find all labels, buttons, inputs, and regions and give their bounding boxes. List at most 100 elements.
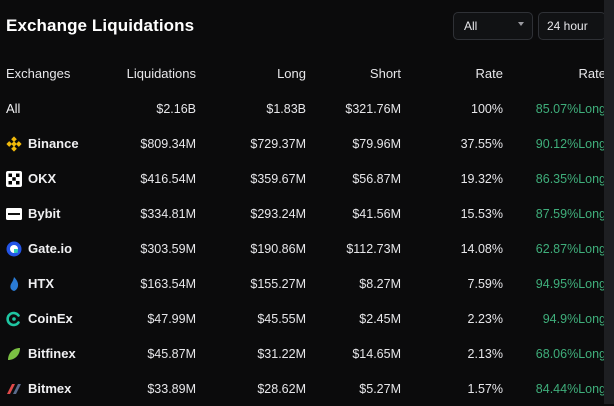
rate-cell: 2.13% (467, 346, 503, 361)
liquidations-cell: $163.54M (140, 276, 196, 291)
column-header-exchanges[interactable]: Exchanges (6, 66, 71, 81)
table-row[interactable]: Bitfinex $45.87M $31.22M $14.65M 2.13% 68.06%… (6, 336, 606, 371)
exchange-name: Bitfinex (6, 346, 116, 362)
column-header-short[interactable]: Short (369, 66, 401, 81)
rate-cell: 37.55% (460, 136, 503, 151)
long-rate-cell: 85.07%Long (535, 101, 606, 116)
exchange-name: Bybit (6, 206, 116, 222)
rate-cell: 14.08% (460, 241, 503, 256)
short-cell: $321.76M (345, 101, 401, 116)
binance-logo-icon (6, 135, 22, 152)
exchange-name: OKX (6, 170, 116, 187)
exchange-label: All (6, 101, 21, 116)
liquidations-cell: $2.16B (156, 101, 196, 116)
exchange-name-cell: Bybit (6, 196, 116, 231)
liquidations-cell: $47.99M (147, 311, 196, 326)
long-cell: $1.83B (266, 101, 306, 116)
rate-cell: 100% (471, 101, 503, 116)
rate-cell: 7.59% (467, 276, 503, 291)
exchange-name: All (6, 101, 116, 116)
long-cell: $31.22M (257, 346, 306, 361)
timeframe-value: 24 hour (547, 19, 588, 33)
liquidations-cell: $303.59M (140, 241, 196, 256)
liquidations-cell: $809.34M (140, 136, 196, 151)
long-rate-cell: 94.95%Long (535, 276, 606, 291)
chevron-down-icon (518, 22, 524, 26)
short-cell: $56.87M (352, 171, 401, 186)
liquidations-cell: $45.87M (147, 346, 196, 361)
exchange-name-cell: HTX (6, 266, 116, 301)
column-header-liquidations[interactable]: Liquidations (126, 66, 196, 81)
long-rate-cell: 62.87%Long (535, 241, 606, 256)
page-title: Exchange Liquidations (6, 16, 195, 35)
exchange-name: HTX (6, 276, 116, 292)
exchange-filter-value: All (464, 19, 478, 33)
rate-cell: 15.53% (460, 206, 503, 221)
long-cell: $729.37M (250, 136, 306, 151)
liquidations-table: Exchanges Liquidations Long Short Rate R… (6, 56, 606, 406)
exchange-label: CoinEx (28, 311, 73, 326)
gateio-logo-icon (6, 241, 22, 257)
exchange-label: Bybit (28, 206, 61, 221)
short-cell: $79.96M (352, 136, 401, 151)
column-header-long-rate[interactable]: Rate (578, 66, 606, 81)
table-row[interactable]: Bitmex $33.89M $28.62M $5.27M 1.57% 84.44%Lon… (6, 371, 606, 406)
table-row[interactable]: HTX $163.54M $155.27M $8.27M 7.59% 94.95%Long (6, 266, 606, 301)
scrollbar-track[interactable] (604, 0, 614, 404)
short-cell: $112.73M (346, 241, 401, 256)
rate-cell: 1.57% (467, 381, 503, 396)
short-cell: $5.27M (359, 381, 401, 396)
bitfinex-logo-icon (6, 346, 22, 362)
short-cell: $8.27M (359, 276, 401, 291)
exchange-name-cell: OKX (6, 161, 116, 196)
long-rate-cell: 87.59%Long (535, 206, 606, 221)
exchange-name: Binance (6, 135, 116, 152)
bybit-logo-icon (6, 206, 22, 222)
long-cell: $28.62M (257, 381, 306, 396)
liquidations-cell: $334.81M (140, 206, 196, 221)
exchange-name-cell: Bitfinex (6, 336, 116, 371)
htx-logo-icon (6, 276, 22, 292)
long-cell: $190.86M (250, 241, 306, 256)
table-header-row: Exchanges Liquidations Long Short Rate R… (6, 56, 606, 91)
table-row[interactable]: Binance $809.34M $729.37M $79.96M 37.55% 90.1… (6, 126, 606, 161)
exchange-name-cell: Binance (6, 126, 116, 161)
okx-logo-icon (6, 170, 22, 187)
exchange-name-cell: Gate.io (6, 231, 116, 266)
exchange-name: Bitmex (6, 381, 116, 397)
exchange-name: Gate.io (6, 241, 116, 257)
column-header-rate[interactable]: Rate (475, 66, 503, 81)
table-row[interactable]: OKX $416.54M $359.67M $56.87M 19.32% 86.35%Lo… (6, 161, 606, 196)
table-row[interactable]: Gate.io $303.59M $190.86M $112.73M 14.08% 62.… (6, 231, 606, 266)
short-cell: $41.56M (352, 206, 401, 221)
table-row[interactable]: CoinEx $47.99M $45.55M $2.45M 2.23% 94.9%Long (6, 301, 606, 336)
exchange-label: Bitfinex (28, 346, 76, 361)
long-cell: $359.67M (250, 171, 306, 186)
long-rate-cell: 86.35%Long (535, 171, 606, 186)
long-cell: $155.27M (250, 276, 306, 291)
rate-cell: 2.23% (467, 311, 503, 326)
long-rate-cell: 68.06%Long (535, 346, 606, 361)
long-cell: $293.24M (250, 206, 306, 221)
exchange-label: OKX (28, 171, 57, 186)
table-row[interactable]: Bybit $334.81M $293.24M $41.56M 15.53% 87.59%… (6, 196, 606, 231)
header: Exchange Liquidations All 24 hour (6, 12, 606, 42)
long-rate-cell: 84.44%Long (535, 381, 606, 396)
exchange-label: Binance (28, 136, 79, 151)
exchange-name-cell: CoinEx (6, 301, 116, 336)
exchange-filter-select[interactable]: All (453, 12, 533, 40)
bitmex-logo-icon (6, 381, 22, 397)
long-rate-cell: 90.12%Long (535, 136, 606, 151)
exchange-label: HTX (28, 276, 54, 291)
short-cell: $14.65M (352, 346, 401, 361)
timeframe-select[interactable]: 24 hour (538, 12, 606, 40)
long-cell: $45.55M (257, 311, 306, 326)
table-row[interactable]: All $2.16B $1.83B $321.76M 100% 85.07%Long (6, 91, 606, 126)
coinex-logo-icon (6, 311, 22, 327)
exchange-label: Gate.io (28, 241, 73, 256)
rate-cell: 19.32% (460, 171, 503, 186)
exchange-name: CoinEx (6, 311, 116, 327)
exchange-name-cell: Bitmex (6, 371, 116, 406)
liquidations-cell: $416.54M (140, 171, 196, 186)
column-header-long[interactable]: Long (277, 66, 306, 81)
